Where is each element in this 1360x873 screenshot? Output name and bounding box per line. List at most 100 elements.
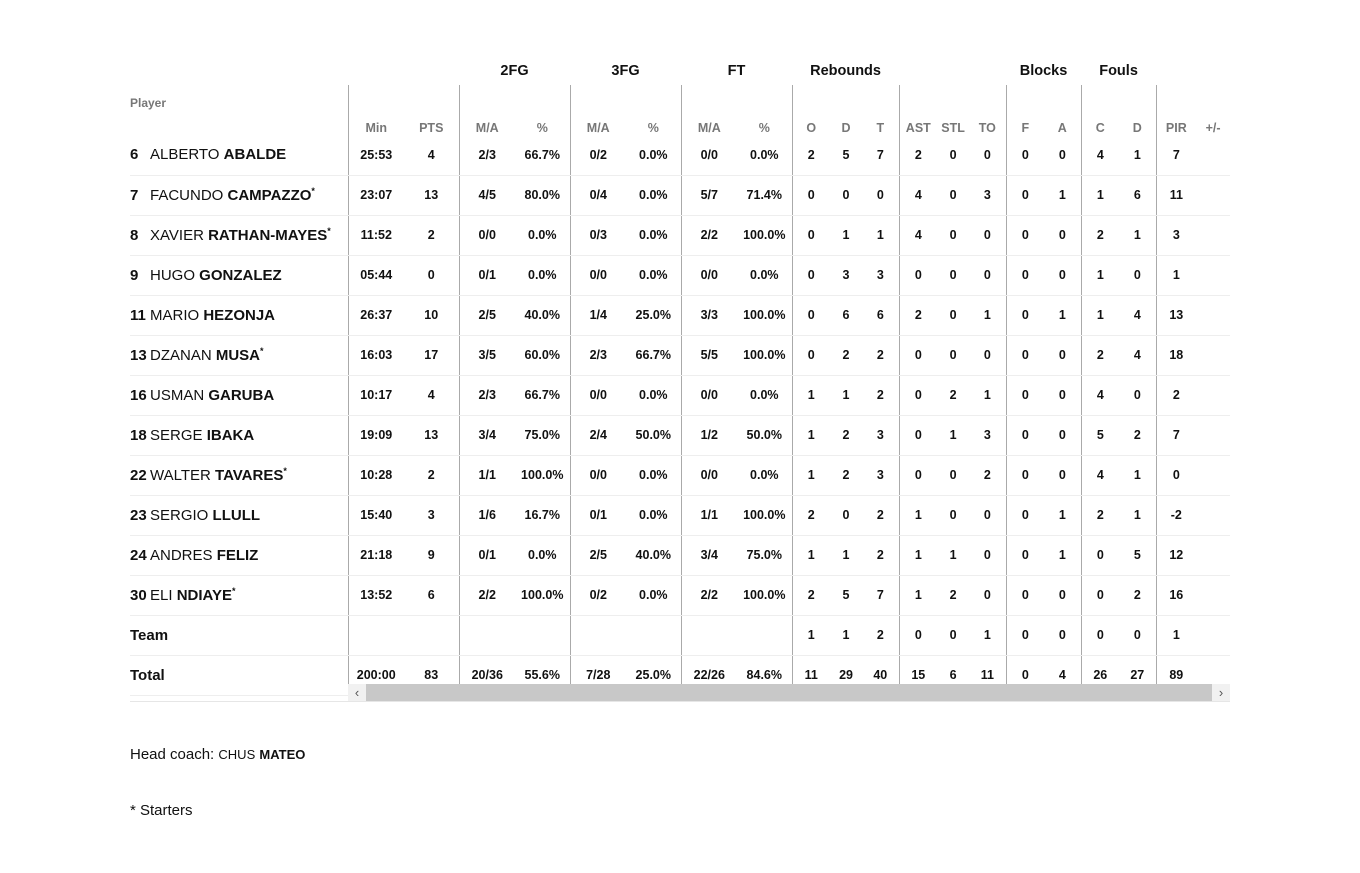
stat-min: 10:17 (347, 375, 404, 416)
player-number: 18 (130, 426, 147, 444)
stat-foul-c: 1 (1080, 255, 1120, 296)
col-header-pir[interactable]: PIR (1155, 85, 1197, 135)
col-header-player[interactable]: Player (130, 96, 167, 110)
col-header-stl[interactable]: STL (941, 121, 965, 135)
stat-pir: 13 (1155, 295, 1197, 336)
stat-fg3-pct: 0.0% (626, 575, 682, 616)
col-header-foul-d[interactable]: D (1132, 121, 1142, 135)
scroll-left-icon[interactable]: ‹ (354, 685, 360, 700)
player-link[interactable]: ANDRES FELIZ (150, 547, 258, 564)
stat-reb-o: 2 (791, 495, 831, 536)
stat-fg2-pct: 40.0% (515, 295, 571, 336)
starter-mark: * (311, 186, 315, 196)
col-header-min[interactable]: Min (347, 85, 404, 135)
stat-foul-d: 6 (1119, 175, 1157, 216)
player-cell: 30 ELI NDIAYE* (130, 575, 348, 616)
player-last-name: TAVARES (215, 467, 284, 484)
player-link[interactable]: SERGE IBAKA (150, 427, 254, 444)
col-header-ft-pct[interactable]: % (758, 121, 770, 135)
player-first-name: WALTER (150, 467, 211, 484)
stat-ast: 0 (898, 255, 938, 296)
player-cell: 18 SERGE IBAKA (130, 415, 348, 456)
stat-foul-c: 0 (1080, 535, 1120, 576)
stat-fg2-pct: 80.0% (515, 175, 571, 216)
player-link[interactable]: MARIO HEZONJA (150, 307, 275, 324)
stat-to: 0 (969, 335, 1007, 376)
col-header-fg2-ma[interactable]: M/A (458, 85, 515, 135)
stat-min: 25:53 (347, 135, 404, 176)
stat-ast: 1 (898, 495, 938, 536)
stat-to: 0 (969, 535, 1007, 576)
player-link[interactable]: USMAN GARUBA (150, 387, 274, 404)
player-link[interactable]: XAVIER RATHAN-MAYES* (150, 226, 331, 244)
stat-foul-c: 5 (1080, 415, 1120, 456)
stat-stl: 1 (937, 535, 970, 576)
stat-ast: 2 (898, 295, 938, 336)
stat-blk-a: 0 (1044, 455, 1082, 496)
stat-ft-pct (737, 615, 793, 656)
stat-foul-d: 1 (1119, 135, 1157, 176)
stat-to: 1 (969, 375, 1007, 416)
player-link[interactable]: WALTER TAVARES* (150, 466, 287, 484)
stat-blk-f: 0 (1005, 335, 1045, 376)
stat-blk-a: 1 (1044, 495, 1082, 536)
stat-ft-ma: 1/1 (680, 495, 738, 536)
stat-reb-d: 5 (830, 135, 863, 176)
horizontal-scrollbar[interactable]: ‹ › (348, 684, 1230, 701)
stat-reb-o: 1 (791, 615, 831, 656)
col-header-plus-minus[interactable]: +/- (1205, 121, 1221, 135)
col-header-ast[interactable]: AST (898, 85, 938, 135)
stat-min: 26:37 (347, 295, 404, 336)
scrollbar-thumb[interactable] (366, 684, 1212, 701)
player-link[interactable]: DZANAN MUSA* (150, 346, 264, 364)
stat-ft-ma: 3/4 (680, 535, 738, 576)
stat-fg2-pct: 0.0% (515, 535, 571, 576)
table-row: 13 DZANAN MUSA* 16:03 17 3/5 60.0% 2/3 66.7% 5/5… (130, 335, 1231, 376)
stat-reb-d: 0 (830, 175, 863, 216)
col-header-blk-f[interactable]: F (1005, 85, 1045, 135)
stat-foul-c: 2 (1080, 335, 1120, 376)
stat-ft-pct: 71.4% (737, 175, 793, 216)
col-header-pts[interactable]: PTS (419, 121, 444, 135)
stat-fg2-ma: 3/4 (458, 415, 515, 456)
col-header-fg3-pct[interactable]: % (647, 121, 659, 135)
col-header-reb-o[interactable]: O (791, 85, 831, 135)
table-row: 22 WALTER TAVARES* 10:28 2 1/1 100.0% 0/0 0.0% 0… (130, 455, 1231, 496)
stat-stl: 2 (937, 575, 970, 616)
col-header-reb-d[interactable]: D (841, 121, 851, 135)
scroll-right-icon[interactable]: › (1218, 685, 1224, 700)
col-header-to[interactable]: TO (978, 121, 996, 135)
col-header-fg2-pct[interactable]: % (536, 121, 548, 135)
stat-to: 0 (969, 575, 1007, 616)
group-rebounds: Rebounds (810, 63, 881, 79)
stat-fg3-ma: 1/4 (569, 295, 627, 336)
player-link[interactable]: SERGIO LLULL (150, 507, 260, 524)
player-link[interactable]: ALBERTO ABALDE (150, 146, 286, 163)
col-header-ft-ma[interactable]: M/A (680, 85, 738, 135)
stat-fg3-ma: 0/0 (569, 375, 627, 416)
player-link[interactable]: HUGO GONZALEZ (150, 267, 282, 284)
stat-fg3-ma: 0/4 (569, 175, 627, 216)
col-header-reb-t[interactable]: T (876, 121, 885, 135)
stat-blk-a: 0 (1044, 615, 1082, 656)
stat-ft-ma: 1/2 (680, 415, 738, 456)
col-header-blk-a[interactable]: A (1057, 121, 1067, 135)
stat-pir: 1 (1155, 615, 1197, 656)
stat-fg2-pct: 100.0% (515, 575, 571, 616)
stat-pts: 6 (404, 575, 459, 616)
stat-blk-a: 1 (1044, 295, 1082, 336)
stat-min: 15:40 (347, 495, 404, 536)
col-header-foul-c[interactable]: C (1080, 85, 1120, 135)
player-link[interactable]: FACUNDO CAMPAZZO* (150, 186, 315, 204)
stat-fg3-ma: 0/2 (569, 135, 627, 176)
stat-reb-d: 5 (830, 575, 863, 616)
stat-ft-pct: 100.0% (737, 215, 793, 256)
table-row: 18 SERGE IBAKA 19:09 13 3/4 75.0% 2/4 50.0% 1/2 5… (130, 415, 1231, 456)
stat-blk-f: 0 (1005, 535, 1045, 576)
stat-plus-minus (1196, 415, 1231, 456)
stat-stl: 0 (937, 255, 970, 296)
col-header-fg3-ma[interactable]: M/A (569, 85, 627, 135)
player-link[interactable]: ELI NDIAYE* (150, 586, 236, 604)
stat-min: 10:28 (347, 455, 404, 496)
stat-fg2-pct: 100.0% (515, 455, 571, 496)
